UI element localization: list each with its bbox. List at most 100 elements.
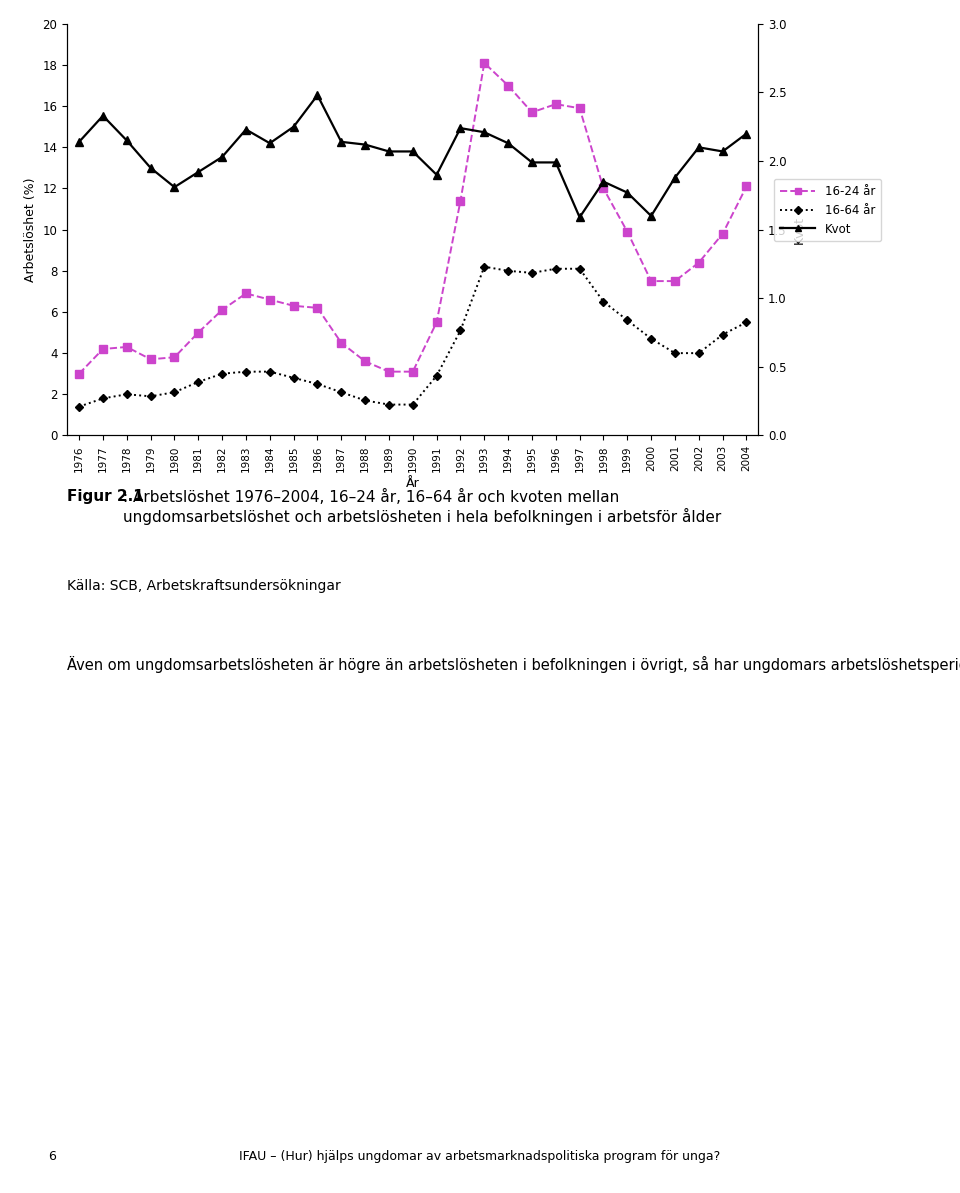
Kvot xyxy=(693,141,705,155)
16-24 år xyxy=(645,274,657,289)
Kvot xyxy=(216,150,228,165)
Kvot xyxy=(193,165,204,179)
16-64 år xyxy=(741,315,753,329)
Kvot xyxy=(359,137,371,152)
Text: 6: 6 xyxy=(48,1150,56,1163)
16-64 år xyxy=(550,261,562,276)
Kvot xyxy=(73,135,84,149)
Kvot xyxy=(478,125,490,140)
16-64 år xyxy=(693,346,705,360)
16-24 år xyxy=(288,298,300,313)
16-24 år xyxy=(383,365,395,379)
Y-axis label: Arbetslöshet (%): Arbetslöshet (%) xyxy=(24,178,36,282)
16-24 år xyxy=(193,326,204,340)
Kvot xyxy=(574,210,586,224)
16-64 år xyxy=(478,260,490,274)
16-24 år xyxy=(431,315,443,329)
Kvot xyxy=(669,171,681,185)
16-24 år xyxy=(336,335,348,350)
Kvot xyxy=(550,155,562,169)
16-64 år xyxy=(621,313,633,327)
16-64 år xyxy=(193,375,204,389)
Text: IFAU – (Hur) hjälps ungdomar av arbetsmarknadspolitiska program för unga?: IFAU – (Hur) hjälps ungdomar av arbetsma… xyxy=(239,1150,721,1163)
Kvot xyxy=(264,136,276,150)
16-24 år xyxy=(502,79,514,93)
16-24 år xyxy=(621,224,633,239)
16-24 år xyxy=(478,56,490,70)
16-64 år xyxy=(73,400,84,414)
Text: Figur 2.1: Figur 2.1 xyxy=(67,489,144,505)
16-64 år xyxy=(502,264,514,278)
16-64 år xyxy=(121,387,132,401)
Kvot xyxy=(621,185,633,199)
16-64 år xyxy=(216,366,228,381)
Line: Kvot: Kvot xyxy=(75,91,751,222)
Kvot xyxy=(455,120,467,135)
Kvot xyxy=(645,209,657,223)
16-64 år xyxy=(359,394,371,408)
Kvot xyxy=(97,109,108,123)
16-24 år xyxy=(145,352,156,366)
Text: Källa: SCB, Arbetskraftsundersökningar: Källa: SCB, Arbetskraftsundersökningar xyxy=(67,579,341,593)
16-24 år xyxy=(121,340,132,354)
Kvot xyxy=(717,144,729,159)
16-64 år xyxy=(598,295,610,309)
16-64 år xyxy=(574,261,586,276)
16-64 år xyxy=(717,327,729,341)
16-64 år xyxy=(669,346,681,360)
16-24 år xyxy=(669,274,681,289)
16-24 år xyxy=(455,193,467,208)
16-64 år xyxy=(336,385,348,400)
Kvot xyxy=(741,126,753,141)
Kvot xyxy=(169,180,180,194)
16-24 år xyxy=(407,365,419,379)
X-axis label: År: År xyxy=(406,477,420,490)
16-64 år xyxy=(431,369,443,383)
16-64 år xyxy=(169,385,180,400)
Y-axis label: Kvot: Kvot xyxy=(792,216,805,243)
16-64 år xyxy=(455,323,467,338)
16-24 år xyxy=(264,292,276,307)
Kvot xyxy=(383,144,395,159)
16-24 år xyxy=(359,354,371,369)
16-24 år xyxy=(550,97,562,111)
Line: 16-64 år: 16-64 år xyxy=(76,264,750,409)
Kvot xyxy=(312,88,324,103)
Kvot xyxy=(145,161,156,175)
16-24 år xyxy=(574,101,586,116)
16-64 år xyxy=(264,365,276,379)
Kvot xyxy=(240,123,252,137)
16-24 år xyxy=(526,105,538,119)
16-64 år xyxy=(383,397,395,412)
Kvot xyxy=(502,136,514,150)
Kvot xyxy=(407,144,419,159)
16-64 år xyxy=(312,377,324,391)
16-24 år xyxy=(240,286,252,301)
16-64 år xyxy=(645,332,657,346)
16-24 år xyxy=(216,303,228,317)
16-24 år xyxy=(598,181,610,196)
16-24 år xyxy=(169,350,180,364)
16-64 år xyxy=(240,365,252,379)
Kvot xyxy=(288,119,300,134)
16-64 år xyxy=(145,389,156,403)
16-24 år xyxy=(693,255,705,270)
16-64 år xyxy=(97,391,108,406)
Kvot xyxy=(121,134,132,148)
16-24 år xyxy=(73,366,84,381)
16-24 år xyxy=(717,227,729,241)
Line: 16-24 år: 16-24 år xyxy=(75,60,751,377)
Text: Även om ungdomsarbetslösheten är högre än arbetslösheten i befolkningen i övrigt: Även om ungdomsarbetslösheten är högre ä… xyxy=(67,656,960,673)
Text: : Arbetslöshet 1976–2004, 16–24 år, 16–64 år och kvoten mellan
ungdomsarbetslösh: : Arbetslöshet 1976–2004, 16–24 år, 16–6… xyxy=(123,489,721,525)
16-64 år xyxy=(526,266,538,280)
16-24 år xyxy=(312,301,324,315)
Kvot xyxy=(431,167,443,181)
16-64 år xyxy=(407,397,419,412)
Kvot xyxy=(526,155,538,169)
Kvot xyxy=(336,135,348,149)
16-64 år xyxy=(288,371,300,385)
16-24 år xyxy=(97,342,108,357)
Kvot xyxy=(598,174,610,188)
16-24 år xyxy=(741,179,753,193)
Legend: 16-24 år, 16-64 år, Kvot: 16-24 år, 16-64 år, Kvot xyxy=(774,179,881,241)
